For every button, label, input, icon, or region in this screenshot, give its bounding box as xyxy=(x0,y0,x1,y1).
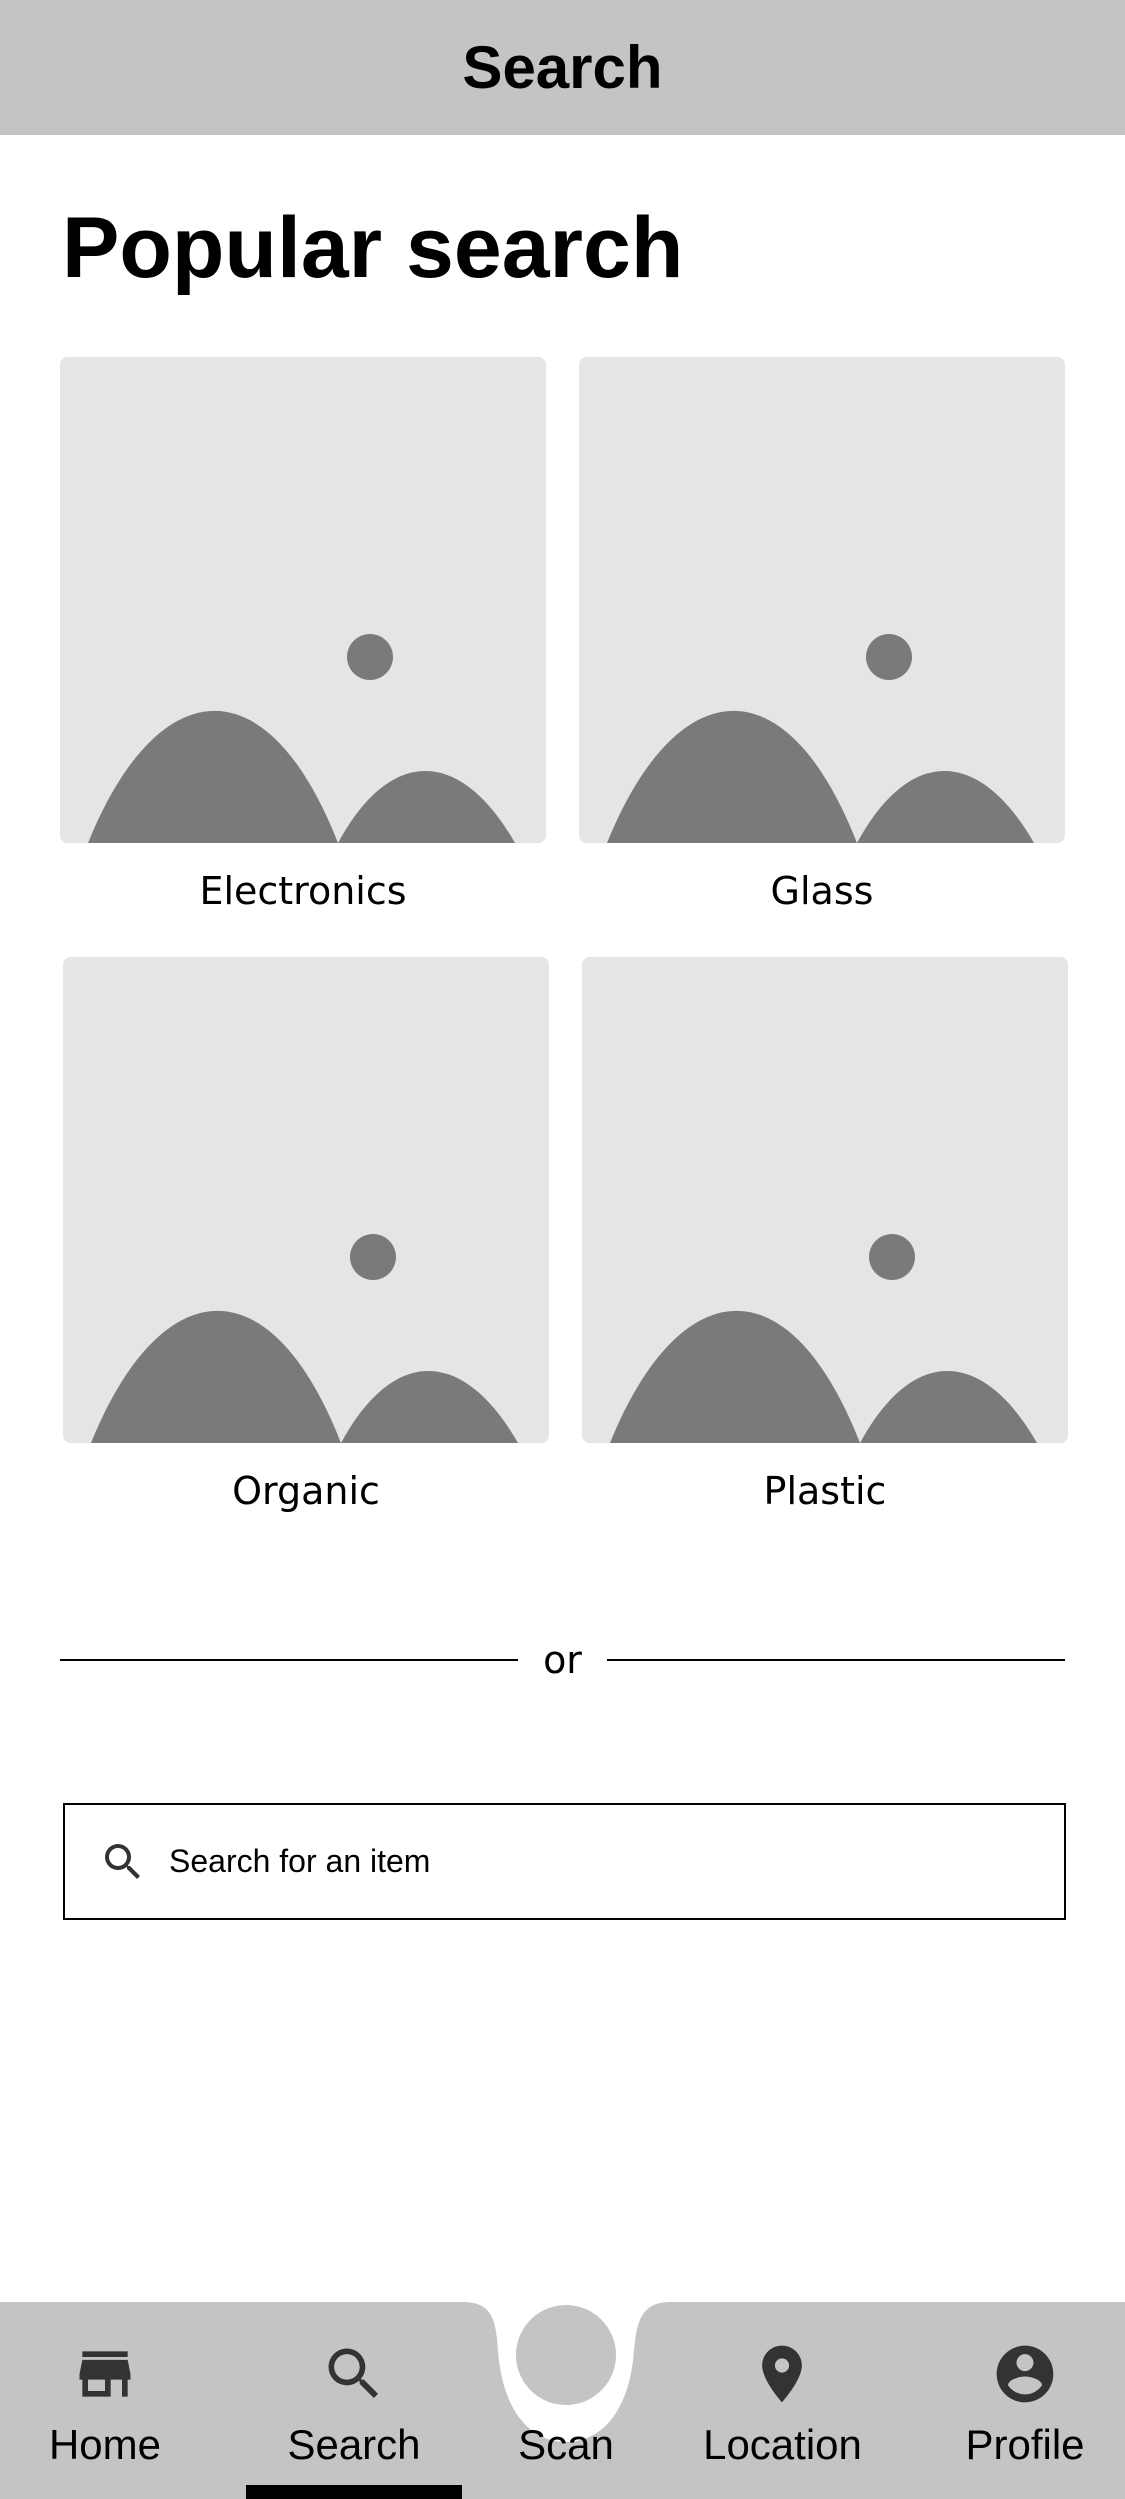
store-icon xyxy=(79,2351,131,2397)
nav-background xyxy=(0,2302,1125,2499)
divider-line-right xyxy=(607,1659,1065,1661)
category-card-electronics[interactable]: Electronics xyxy=(60,357,546,913)
search-icon xyxy=(328,2348,379,2399)
app-header: Search xyxy=(0,0,1125,135)
nav-label-scan: Scan xyxy=(518,2421,614,2468)
category-label: Glass xyxy=(770,869,874,913)
popular-search-title: Popular search xyxy=(62,200,684,296)
image-placeholder-icon xyxy=(579,357,1065,843)
divider-text: or xyxy=(543,1638,582,1682)
divider-line-left xyxy=(60,1659,518,1661)
category-label: Plastic xyxy=(763,1469,887,1513)
category-card-glass[interactable]: Glass xyxy=(579,357,1065,913)
category-label: Electronics xyxy=(199,869,407,913)
bottom-nav: Home Search Scan Location Profile xyxy=(0,2302,1125,2499)
category-card-organic[interactable]: Organic xyxy=(63,957,549,1513)
image-placeholder-icon xyxy=(582,957,1068,1443)
search-icon xyxy=(105,1843,140,1879)
nav-item-search[interactable]: Search xyxy=(246,2302,462,2499)
nav-label-home: Home xyxy=(48,2421,162,2468)
nav-label-search: Search xyxy=(287,2421,421,2468)
image-placeholder-icon xyxy=(60,357,546,843)
or-divider: or xyxy=(60,1638,1065,1682)
nav-item-home[interactable]: Home xyxy=(0,2302,210,2499)
scan-button[interactable] xyxy=(516,2305,616,2405)
active-tab-indicator xyxy=(246,2485,462,2499)
header-title: Search xyxy=(462,33,663,101)
nav-item-location[interactable]: Location xyxy=(680,2302,885,2499)
nav-label-profile: Profile xyxy=(965,2421,1085,2468)
category-card-plastic[interactable]: Plastic xyxy=(582,957,1068,1513)
account-circle-icon xyxy=(996,2345,1054,2403)
category-label: Organic xyxy=(232,1469,380,1513)
search-box[interactable] xyxy=(63,1803,1066,1920)
nav-item-scan[interactable]: Scan xyxy=(486,2302,646,2499)
image-placeholder-icon xyxy=(63,957,549,1443)
nav-label-location: Location xyxy=(703,2421,862,2468)
search-input[interactable] xyxy=(169,1843,1040,1880)
location-pin-icon xyxy=(762,2345,802,2403)
nav-item-profile[interactable]: Profile xyxy=(925,2302,1125,2499)
